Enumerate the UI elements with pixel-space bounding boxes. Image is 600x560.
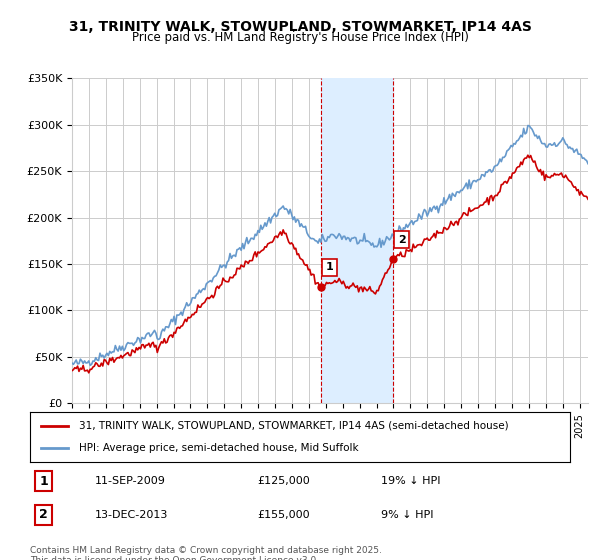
Text: Price paid vs. HM Land Registry's House Price Index (HPI): Price paid vs. HM Land Registry's House … xyxy=(131,31,469,44)
Text: 9% ↓ HPI: 9% ↓ HPI xyxy=(381,510,433,520)
Text: 1: 1 xyxy=(326,263,334,273)
Text: £155,000: £155,000 xyxy=(257,510,310,520)
Text: 19% ↓ HPI: 19% ↓ HPI xyxy=(381,476,440,486)
Text: £125,000: £125,000 xyxy=(257,476,310,486)
Text: 31, TRINITY WALK, STOWUPLAND, STOWMARKET, IP14 4AS: 31, TRINITY WALK, STOWUPLAND, STOWMARKET… xyxy=(68,20,532,34)
Text: Contains HM Land Registry data © Crown copyright and database right 2025.
This d: Contains HM Land Registry data © Crown c… xyxy=(30,546,382,560)
Text: 11-SEP-2009: 11-SEP-2009 xyxy=(95,476,166,486)
Text: HPI: Average price, semi-detached house, Mid Suffolk: HPI: Average price, semi-detached house,… xyxy=(79,443,358,453)
Text: 2: 2 xyxy=(398,235,406,245)
Text: 1: 1 xyxy=(39,475,48,488)
Text: 2: 2 xyxy=(39,508,48,521)
Bar xyxy=(320,78,392,403)
Text: 31, TRINITY WALK, STOWUPLAND, STOWMARKET, IP14 4AS (semi-detached house): 31, TRINITY WALK, STOWUPLAND, STOWMARKET… xyxy=(79,421,508,431)
Text: 13-DEC-2013: 13-DEC-2013 xyxy=(95,510,168,520)
